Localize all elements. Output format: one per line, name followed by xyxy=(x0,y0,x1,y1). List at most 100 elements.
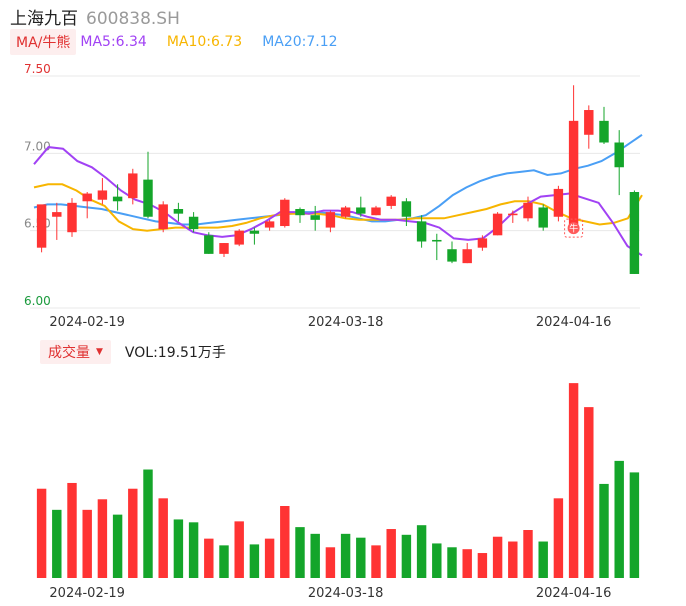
candle-body xyxy=(310,215,320,220)
volume-chart[interactable]: 2024-02-19 2024-03-18 2024-04-16 xyxy=(0,366,686,606)
volume-bar xyxy=(204,538,214,578)
volume-bar xyxy=(568,383,579,578)
bull-marker-label: 牛 xyxy=(569,223,578,235)
volume-legend: 成交量 ▼ VOL:19.51万手 xyxy=(40,340,226,364)
bull-marker-badge xyxy=(567,222,580,235)
x-tick-label: 2024-04-16 xyxy=(536,586,612,601)
caret-down-icon: ▼ xyxy=(96,347,103,357)
volume-bar xyxy=(432,543,442,578)
volume-bar xyxy=(462,549,472,578)
candle-body xyxy=(614,142,624,168)
volume-bar xyxy=(158,498,168,578)
bull-marker-frame xyxy=(564,218,584,238)
candle-body xyxy=(325,212,336,228)
candle-body xyxy=(447,249,457,262)
volume-bar xyxy=(173,519,184,578)
x-tick-label: 2024-03-18 xyxy=(308,315,384,330)
volume-bar xyxy=(599,483,609,578)
candle-body xyxy=(584,110,594,135)
volume-bar xyxy=(629,472,640,578)
candle-body xyxy=(173,209,184,214)
volume-bar xyxy=(219,545,229,578)
stock-name: 上海九百 xyxy=(10,9,78,29)
candle-body xyxy=(280,199,290,227)
candle-body xyxy=(188,216,199,230)
candle-body xyxy=(295,209,305,216)
candle-body xyxy=(508,213,518,216)
ma5-value: MA5:6.34 xyxy=(80,34,147,50)
volume-bar xyxy=(264,538,275,578)
y-tick-label: 6.00 xyxy=(24,294,51,308)
volume-bar xyxy=(128,488,138,578)
volume-bar xyxy=(188,522,199,578)
candle-body xyxy=(371,207,381,216)
candle-body xyxy=(219,243,229,254)
volume-bar xyxy=(97,499,108,578)
volume-bar xyxy=(614,460,624,578)
volume-bar xyxy=(553,498,564,578)
volume-value: VOL:19.51万手 xyxy=(124,345,226,361)
candle-body xyxy=(523,202,533,219)
volume-bar xyxy=(143,469,153,578)
candle-body xyxy=(553,188,564,217)
volume-bar xyxy=(477,553,488,578)
volume-bar xyxy=(523,530,533,578)
stock-code: 600838.SH xyxy=(86,9,180,29)
candle-body xyxy=(432,239,442,242)
volume-indicator-label: 成交量 xyxy=(48,345,90,361)
ma-indicator-button[interactable]: MA/牛熊 xyxy=(10,29,77,55)
ma20-line xyxy=(33,133,643,226)
volume-bar xyxy=(112,514,123,578)
volume-bar xyxy=(52,509,62,578)
candle-body xyxy=(36,204,47,248)
candle-body xyxy=(599,120,609,143)
candle-body xyxy=(629,192,640,274)
volume-bar xyxy=(295,527,305,578)
candle-body xyxy=(568,120,579,230)
volume-bar xyxy=(234,521,244,578)
volume-bar xyxy=(82,509,92,578)
candle-body xyxy=(416,221,427,242)
candle-body xyxy=(340,207,351,217)
volume-bar xyxy=(371,545,381,578)
volume-bar xyxy=(584,407,594,578)
ma-legend: MA/牛熊 MA5:6.34 MA10:6.73 MA20:7.12 xyxy=(10,29,338,55)
candle-body xyxy=(234,230,244,245)
volume-bar xyxy=(356,537,366,578)
volume-bar xyxy=(538,541,548,578)
y-tick-label: 7.00 xyxy=(24,139,51,153)
candle-body xyxy=(204,235,214,254)
ma5-line xyxy=(33,146,643,257)
candle-body xyxy=(82,193,92,202)
volume-bar xyxy=(310,533,320,578)
candle-body xyxy=(477,238,488,248)
candle-body xyxy=(538,207,548,228)
candle-body xyxy=(264,221,275,228)
candle-body xyxy=(401,201,412,217)
candle-body xyxy=(386,196,396,206)
candlestick-chart[interactable]: 7.507.006.506.002024-02-192024-03-182024… xyxy=(0,0,686,340)
volume-bar xyxy=(492,536,503,578)
volume-bar xyxy=(249,544,260,578)
y-tick-label: 7.50 xyxy=(24,62,51,76)
candle-body xyxy=(158,204,168,230)
candle-body xyxy=(143,179,153,217)
volume-bar xyxy=(416,525,427,578)
volume-bar xyxy=(36,488,47,578)
volume-bar xyxy=(447,547,457,578)
x-tick-label: 2024-02-19 xyxy=(49,315,125,330)
candle-body xyxy=(67,202,77,233)
volume-bar xyxy=(386,529,396,578)
volume-bar xyxy=(325,547,336,578)
x-tick-label: 2024-03-18 xyxy=(308,586,384,601)
volume-indicator-button[interactable]: 成交量 ▼ xyxy=(40,340,111,364)
candle-body xyxy=(249,230,260,234)
volume-bar xyxy=(401,534,412,578)
candle-body xyxy=(52,212,62,217)
x-tick-label: 2024-04-16 xyxy=(536,315,612,330)
volume-bar xyxy=(67,482,77,578)
candle-body xyxy=(492,213,503,236)
candle-body xyxy=(128,173,138,199)
ma10-value: MA10:6.73 xyxy=(166,34,243,50)
ma20-value: MA20:7.12 xyxy=(262,34,338,50)
